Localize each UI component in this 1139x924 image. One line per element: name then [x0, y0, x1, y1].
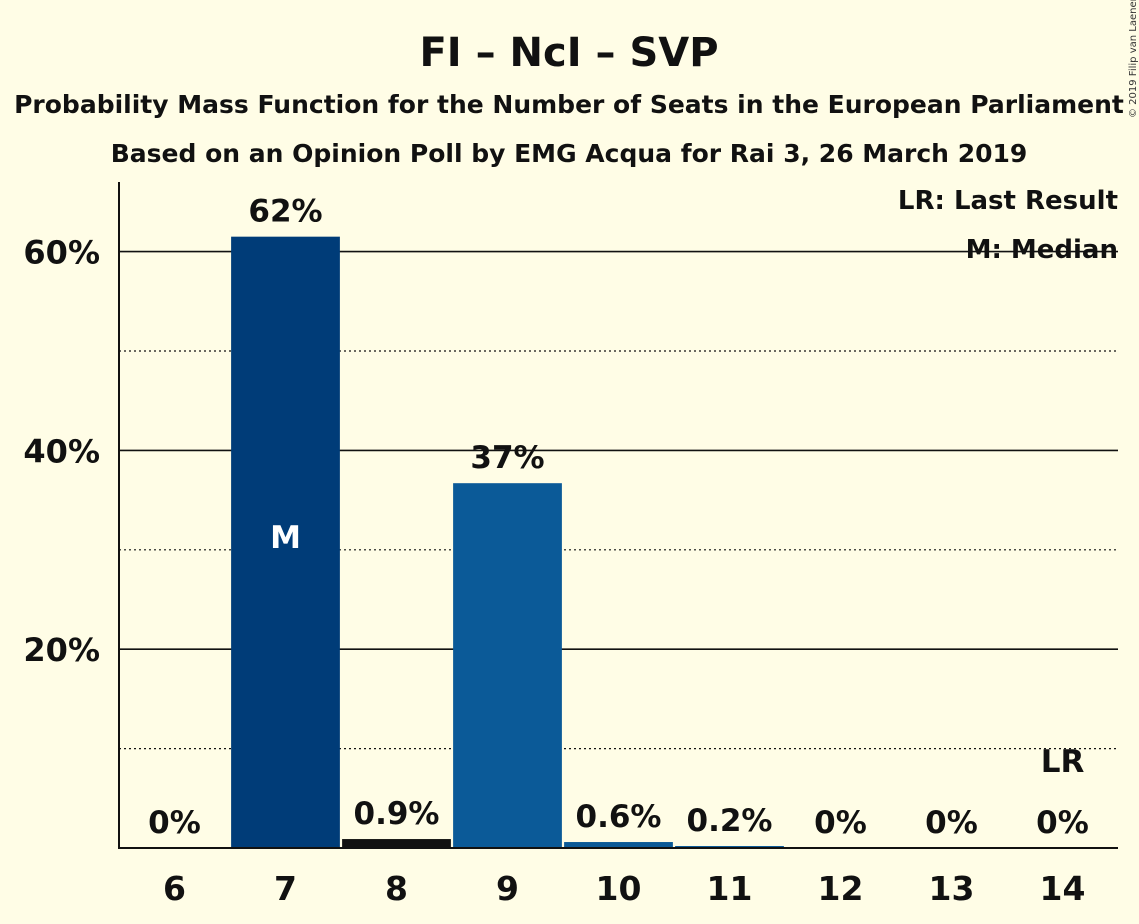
median-marker: M	[270, 520, 301, 556]
legend-median: M: Median	[966, 235, 1118, 265]
bar-9	[453, 483, 562, 848]
x-tick-9: 9	[496, 869, 519, 908]
x-tick-11: 11	[707, 869, 753, 908]
y-axis-ticks: 20% 40% 60%	[23, 234, 100, 670]
data-label-13: 0%	[925, 805, 978, 841]
data-label-10: 0.6%	[576, 799, 662, 835]
data-label-9: 37%	[470, 440, 544, 476]
y-tick-label: 60%	[23, 234, 100, 272]
x-tick-10: 10	[596, 869, 642, 908]
data-label-6: 0%	[148, 805, 201, 841]
y-tick-label: 20%	[23, 631, 100, 669]
chart-subtitle: Probability Mass Function for the Number…	[14, 90, 1124, 119]
x-tick-6: 6	[163, 869, 186, 908]
x-tick-12: 12	[818, 869, 864, 908]
copyright-note: © 2019 Filip van Laenen	[1128, 0, 1139, 118]
x-axis-ticks: 6 7 8 9 10 11 12 13 14	[163, 869, 1085, 908]
chart-subtitle-source: Based on an Opinion Poll by EMG Acqua fo…	[111, 139, 1028, 168]
bar-10	[564, 842, 673, 848]
x-tick-7: 7	[274, 869, 297, 908]
chart-title: FI – NcI – SVP	[419, 30, 718, 76]
data-label-14: 0%	[1036, 805, 1089, 841]
data-label-8: 0.9%	[354, 796, 440, 832]
data-labels: 0% 62% M 0.9% 37% 0.6% 0.2% 0% 0% 0% LR	[148, 194, 1089, 841]
data-label-11: 0.2%	[687, 803, 773, 839]
x-tick-14: 14	[1040, 869, 1086, 908]
legend-last-result: LR: Last Result	[898, 186, 1118, 216]
data-label-7: 62%	[248, 194, 322, 230]
bar-8	[342, 839, 451, 848]
bar-7	[231, 236, 340, 849]
bars	[231, 236, 784, 849]
y-tick-label: 40%	[23, 432, 100, 470]
last-result-marker: LR	[1041, 744, 1085, 780]
data-label-12: 0%	[814, 805, 867, 841]
x-tick-13: 13	[929, 869, 975, 908]
x-tick-8: 8	[385, 869, 408, 908]
